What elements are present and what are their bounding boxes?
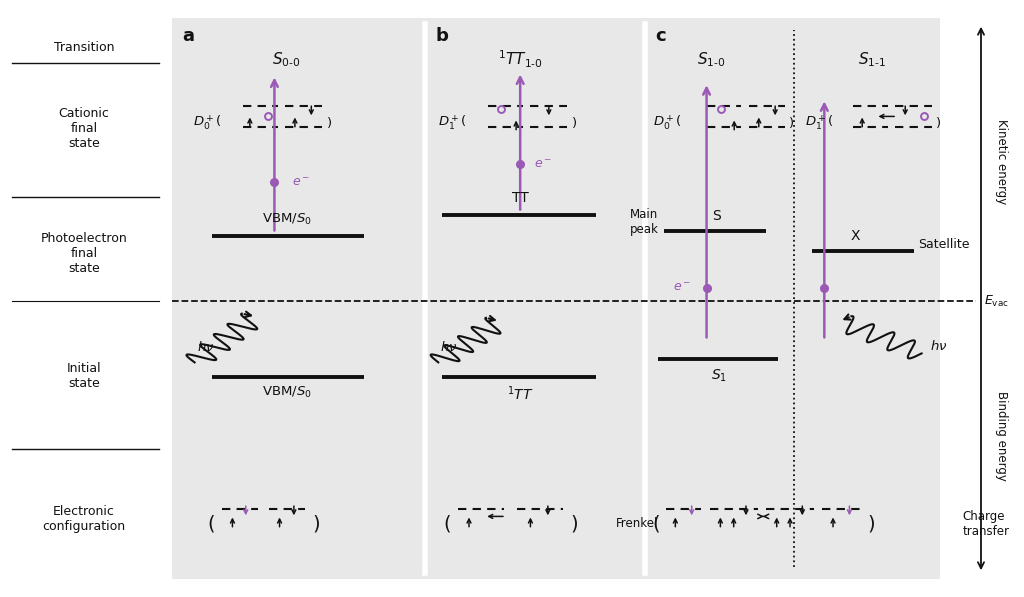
- Text: $D_1^+($: $D_1^+($: [438, 113, 467, 132]
- Text: $S_{1\text{-}1}$: $S_{1\text{-}1}$: [858, 50, 887, 69]
- Text: Photoelectron
final
state: Photoelectron final state: [41, 232, 127, 275]
- Text: (: (: [652, 514, 659, 533]
- Text: TT: TT: [512, 191, 528, 205]
- Text: $D_0^+($: $D_0^+($: [653, 113, 682, 132]
- Text: (: (: [208, 514, 215, 533]
- Text: $D_0^+($: $D_0^+($: [193, 113, 221, 132]
- Text: c: c: [655, 27, 666, 45]
- Text: $S_{1\text{-}0}$: $S_{1\text{-}0}$: [697, 50, 726, 69]
- Text: $)$: $)$: [326, 115, 332, 130]
- Text: Satellite: Satellite: [919, 238, 970, 251]
- Text: Frenkel: Frenkel: [616, 517, 658, 530]
- Text: $h\nu$: $h\nu$: [930, 339, 947, 353]
- Text: Charge
transfer: Charge transfer: [963, 510, 1010, 537]
- Text: Initial
state: Initial state: [67, 362, 101, 390]
- Text: $e^-$: $e^-$: [292, 176, 310, 189]
- Text: $^1TT_{1\text{-}0}$: $^1TT_{1\text{-}0}$: [498, 49, 543, 70]
- Text: ): ): [312, 514, 319, 533]
- Text: S: S: [713, 209, 721, 223]
- Text: $S_1$: $S_1$: [711, 367, 727, 384]
- Text: (: (: [443, 514, 451, 533]
- FancyBboxPatch shape: [172, 18, 940, 579]
- Text: $^1TT$: $^1TT$: [507, 384, 534, 404]
- Text: VBM/$S_0$: VBM/$S_0$: [262, 211, 311, 227]
- Text: $)$: $)$: [935, 115, 941, 130]
- Text: $h\nu$: $h\nu$: [440, 340, 458, 355]
- Text: ): ): [570, 514, 578, 533]
- Text: Transition: Transition: [53, 41, 115, 54]
- Text: Electronic
configuration: Electronic configuration: [42, 506, 126, 533]
- Text: $)$: $)$: [788, 115, 795, 130]
- Text: X: X: [850, 229, 860, 243]
- Text: b: b: [435, 27, 449, 45]
- Text: Kinetic energy: Kinetic energy: [995, 119, 1008, 204]
- Text: $S_{0\text{-}0}$: $S_{0\text{-}0}$: [272, 50, 301, 69]
- Text: ): ): [867, 514, 874, 533]
- Text: $h\nu$: $h\nu$: [197, 340, 214, 355]
- Text: a: a: [182, 27, 195, 45]
- Text: $e^-$: $e^-$: [673, 281, 691, 294]
- Text: $e^-$: $e^-$: [534, 158, 552, 171]
- Text: VBM/$S_0$: VBM/$S_0$: [262, 384, 311, 400]
- Text: Main
peak: Main peak: [630, 208, 658, 236]
- Text: Cationic
final
state: Cationic final state: [58, 107, 110, 150]
- Text: $)$: $)$: [571, 115, 578, 130]
- Text: Binding energy: Binding energy: [995, 391, 1008, 481]
- Text: $E_{\mathrm{vac}}$: $E_{\mathrm{vac}}$: [984, 294, 1009, 309]
- Text: $D_1^+($: $D_1^+($: [805, 113, 834, 132]
